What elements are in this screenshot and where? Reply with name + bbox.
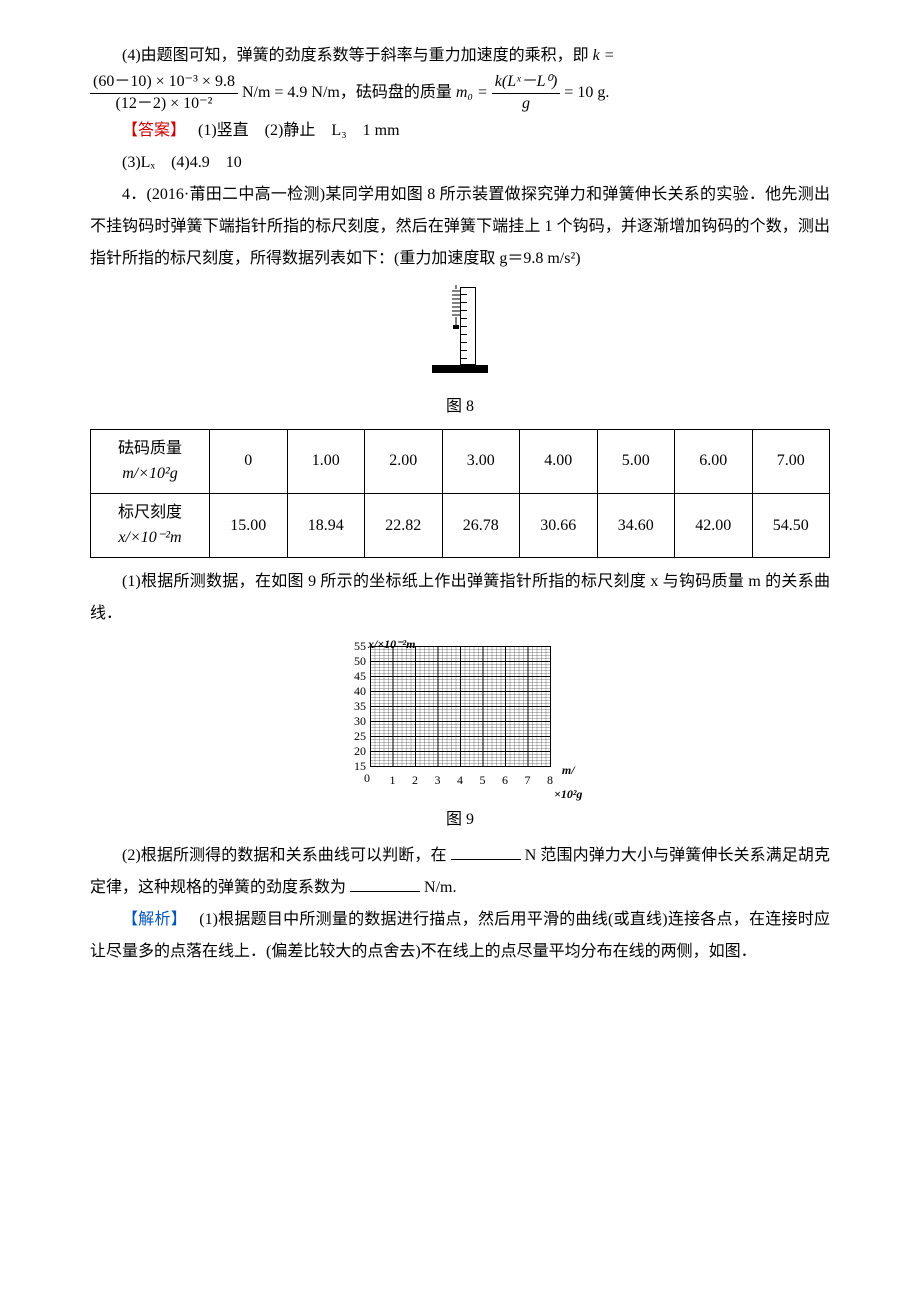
k-unit: N/m = 4.9 N/m，砝码盘的质量: [242, 84, 456, 101]
cell: 42.00: [675, 493, 753, 557]
data-table: 砝码质量 m/×10²g 0 1.00 2.00 3.00 4.00 5.00 …: [90, 429, 830, 558]
figure-8: [90, 281, 830, 385]
cell: 3.00: [442, 429, 520, 493]
p4-text: (4)由题图可知，弹簧的劲度系数等于斜率与重力加速度的乘积，即: [122, 47, 593, 64]
m0-result: = 10 g.: [564, 84, 609, 101]
cell: 6.00: [675, 429, 753, 493]
plot-area: [370, 646, 551, 767]
cell: 22.82: [365, 493, 443, 557]
blank-2[interactable]: [350, 891, 420, 892]
row2-hdr-l1: 标尺刻度: [118, 504, 182, 521]
cell: 0: [210, 429, 288, 493]
ytick: 55: [340, 634, 366, 658]
m0-equals: m₀ =: [456, 84, 488, 101]
cell: 1.00: [287, 429, 365, 493]
solution-text: (1)根据题目中所测量的数据进行描点，然后用平滑的曲线(或直线)连接各点，在连接…: [90, 911, 830, 960]
row2-header: 标尺刻度 x/×10⁻²m: [91, 493, 210, 557]
solution: 【解析】 (1)根据题目中所测量的数据进行描点，然后用平滑的曲线(或直线)连接各…: [90, 904, 830, 968]
xtick: 6: [502, 768, 508, 792]
k-num: (60－10) × 10⁻³ × 9.8: [90, 72, 238, 94]
figure-8-caption: 图 8: [90, 391, 830, 423]
cell: 18.94: [287, 493, 365, 557]
row1-hdr-l2: m/×10²g: [122, 465, 178, 482]
question-4: 4．(2016·莆田二中高一检测)某同学用如图 8 所示装置做探究弹力和弹簧伸长…: [90, 179, 830, 275]
x-axis-label: m/×10²g: [554, 758, 582, 806]
row1-hdr-l1: 砝码质量: [118, 440, 182, 457]
table-row: 标尺刻度 x/×10⁻²m 15.00 18.94 22.82 26.78 30…: [91, 493, 830, 557]
figure-9-caption: 图 9: [90, 804, 830, 836]
cell: 2.00: [365, 429, 443, 493]
xtick: 5: [480, 768, 486, 792]
formula-line: (60－10) × 10⁻³ × 9.8 (12－2) × 10⁻² N/m =…: [90, 72, 830, 115]
m0-den: g: [492, 94, 561, 115]
xtick: 7: [525, 768, 531, 792]
answer-line2: (3)Lₓ (4)4.9 10: [90, 147, 830, 179]
apparatus-icon: [420, 281, 500, 373]
grid-chart: x/×10⁻²m 15 20 25 30 35 40 45 50 55 0 1 …: [340, 636, 580, 786]
cell: 26.78: [442, 493, 520, 557]
cell: 34.60: [597, 493, 675, 557]
m0-fraction: k(Lˣ－L⁰) g: [492, 72, 561, 115]
xtick: 2: [412, 768, 418, 792]
figure-9: x/×10⁻²m 15 20 25 30 35 40 45 50 55 0 1 …: [90, 636, 830, 798]
k-equals: k =: [593, 47, 615, 64]
xtick: 1: [390, 768, 396, 792]
xtick: 3: [435, 768, 441, 792]
m0-num: k(Lˣ－L⁰): [492, 72, 561, 94]
cell: 5.00: [597, 429, 675, 493]
cell: 7.00: [752, 429, 830, 493]
row1-header: 砝码质量 m/×10²g: [91, 429, 210, 493]
xtick: 8: [547, 768, 553, 792]
question-4-2: (2)根据所测得的数据和关系曲线可以判断，在 N 范围内弹力大小与弹簧伸长关系满…: [90, 840, 830, 904]
row2-hdr-l2: x/×10⁻²m: [118, 529, 181, 546]
blank-1[interactable]: [451, 859, 521, 860]
q4-2-c: N/m.: [424, 879, 456, 896]
table-row: 砝码质量 m/×10²g 0 1.00 2.00 3.00 4.00 5.00 …: [91, 429, 830, 493]
k-den: (12－2) × 10⁻²: [90, 94, 238, 115]
cell: 30.66: [520, 493, 598, 557]
xtick: 4: [457, 768, 463, 792]
k-fraction: (60－10) × 10⁻³ × 9.8 (12－2) × 10⁻²: [90, 72, 238, 115]
q4-2-a: (2)根据所测得的数据和关系曲线可以判断，在: [122, 847, 447, 864]
question-4-1: (1)根据所测数据，在如图 9 所示的坐标纸上作出弹簧指针所指的标尺刻度 x 与…: [90, 566, 830, 630]
origin-label: 0: [364, 766, 370, 790]
answer-line1: 【答案】 (1)竖直 (2)静止 L₃ 1 mm: [90, 115, 830, 147]
paragraph-4: (4)由题图可知，弹簧的劲度系数等于斜率与重力加速度的乘积，即 k =: [90, 40, 830, 72]
cell: 54.50: [752, 493, 830, 557]
answer-label: 【答案】: [122, 122, 186, 139]
answer-text: (1)竖直 (2)静止 L₃ 1 mm: [198, 122, 400, 139]
cell: 15.00: [210, 493, 288, 557]
cell: 4.00: [520, 429, 598, 493]
solution-label: 【解析】: [122, 911, 187, 928]
